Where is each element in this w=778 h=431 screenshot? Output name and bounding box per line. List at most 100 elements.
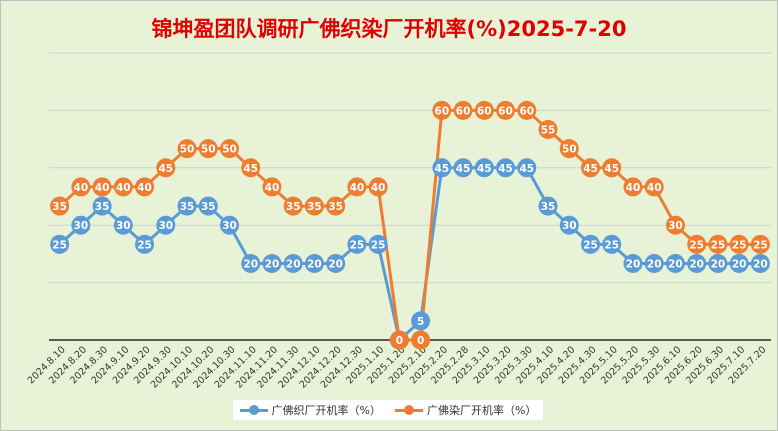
- data-point: [92, 177, 112, 197]
- data-label: 45: [583, 163, 598, 175]
- series-line: [58, 108, 761, 342]
- data-point: [602, 158, 622, 178]
- data-point: [50, 196, 70, 216]
- data-label: 25: [753, 239, 768, 251]
- data-label: 45: [435, 163, 450, 175]
- data-label: 30: [116, 220, 131, 232]
- data-point: [644, 253, 664, 273]
- legend-swatch-weaving: [239, 405, 268, 415]
- data-point: [177, 139, 197, 159]
- data-label: 20: [689, 258, 704, 270]
- data-label: 20: [328, 258, 343, 270]
- data-point: [156, 215, 176, 235]
- series-line: [58, 166, 761, 342]
- data-label: 60: [498, 105, 513, 117]
- data-point: [411, 330, 431, 350]
- data-point: [453, 158, 473, 178]
- data-label: 40: [74, 182, 89, 194]
- data-label: 40: [116, 182, 131, 194]
- data-point: [517, 100, 537, 120]
- data-label: 25: [52, 239, 67, 251]
- data-label: 20: [286, 258, 301, 270]
- data-point: [326, 253, 346, 273]
- data-label: 45: [477, 163, 492, 175]
- data-label: 20: [668, 258, 683, 270]
- data-point: [644, 177, 664, 197]
- data-label: 25: [711, 239, 726, 251]
- data-point: [241, 253, 261, 273]
- data-point: [177, 196, 197, 216]
- data-label: 55: [541, 125, 556, 137]
- data-label: 25: [137, 239, 152, 251]
- data-point: [559, 139, 579, 159]
- data-point: [262, 253, 282, 273]
- data-label: 25: [689, 239, 704, 251]
- data-label: 40: [265, 182, 280, 194]
- data-label: 60: [435, 105, 450, 117]
- data-point: [708, 253, 728, 273]
- data-point: [368, 234, 388, 254]
- data-point: [432, 100, 452, 120]
- data-point: [581, 158, 600, 178]
- data-label: 25: [371, 239, 386, 251]
- data-point: [113, 215, 133, 235]
- data-point: [687, 253, 707, 273]
- data-point: [496, 158, 516, 178]
- data-label: 35: [201, 201, 216, 213]
- legend-swatch-dyeing: [395, 405, 423, 415]
- data-label: 35: [180, 201, 195, 213]
- legend-item-dyeing: 广佛染厂开机率（%）: [395, 402, 536, 418]
- data-label: 60: [477, 105, 492, 117]
- data-label: 20: [647, 258, 662, 270]
- data-point: [665, 253, 685, 273]
- data-label: 50: [222, 144, 237, 156]
- data-point: [453, 100, 473, 120]
- data-point: [113, 177, 133, 197]
- data-point: [241, 158, 261, 178]
- data-point: [623, 253, 643, 273]
- data-point: [283, 196, 303, 216]
- data-point: [135, 177, 155, 197]
- data-label: 40: [137, 182, 152, 194]
- data-point: [389, 330, 409, 350]
- data-label: 5: [417, 316, 424, 328]
- data-label: 35: [328, 201, 343, 213]
- data-point: [347, 177, 367, 197]
- data-point: [198, 139, 218, 159]
- data-point: [538, 196, 558, 216]
- data-label: 35: [307, 201, 322, 213]
- data-label: 25: [604, 239, 619, 251]
- data-point: [581, 234, 600, 254]
- data-point: [750, 253, 770, 273]
- data-point: [432, 158, 452, 178]
- data-point: [50, 234, 70, 254]
- data-label: 25: [732, 239, 747, 251]
- data-point: [220, 215, 239, 235]
- data-label: 40: [350, 182, 365, 194]
- data-point: [326, 196, 346, 216]
- data-point: [602, 234, 622, 254]
- data-label: 20: [753, 258, 768, 270]
- data-label: 45: [456, 163, 471, 175]
- data-label: 25: [350, 239, 365, 251]
- data-point: [347, 234, 367, 254]
- data-label: 40: [647, 182, 662, 194]
- legend: 广佛织厂开机率（%） 广佛染厂开机率（%）: [233, 400, 543, 420]
- data-label: 50: [562, 144, 577, 156]
- data-label: 45: [498, 163, 513, 175]
- legend-item-weaving: 广佛织厂开机率（%）: [239, 402, 381, 418]
- data-point: [135, 234, 155, 254]
- data-point: [623, 177, 643, 197]
- data-label: 20: [307, 258, 322, 270]
- legend-label-dyeing: 广佛染厂开机率（%）: [427, 404, 537, 417]
- data-point: [474, 158, 494, 178]
- data-label: 60: [456, 105, 471, 117]
- data-label: 50: [201, 144, 216, 156]
- data-point: [368, 177, 388, 197]
- data-label: 35: [52, 201, 67, 213]
- data-label: 40: [371, 182, 386, 194]
- data-label: 30: [562, 220, 577, 232]
- data-point: [283, 253, 303, 273]
- data-label: 45: [158, 163, 173, 175]
